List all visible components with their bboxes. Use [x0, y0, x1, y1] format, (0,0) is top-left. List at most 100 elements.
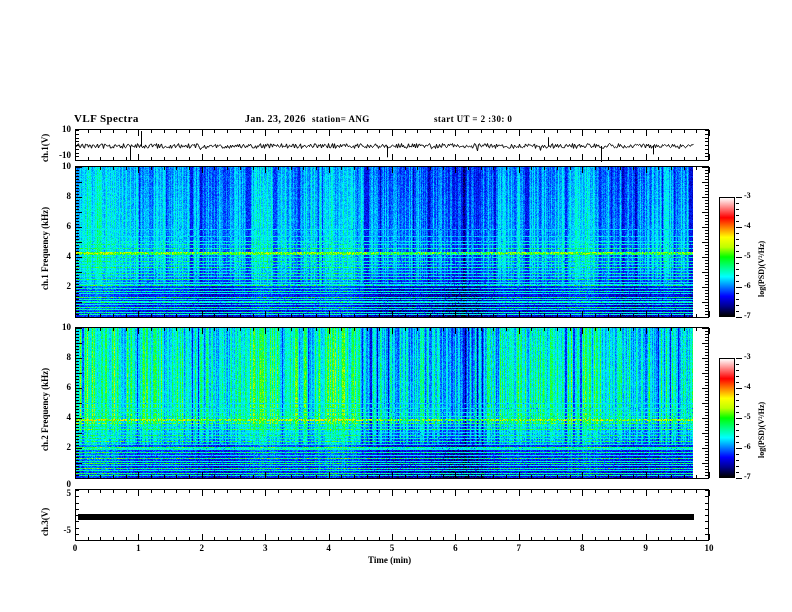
- y-tick: [705, 138, 708, 139]
- y-tick: [702, 197, 708, 198]
- x-tick: [570, 130, 571, 133]
- page-title: VLF Spectra: [74, 113, 139, 125]
- ch2-spectrogram-image: [76, 328, 693, 478]
- y-tick: [76, 509, 79, 510]
- y-tick: [76, 212, 82, 213]
- x-tick: [354, 537, 355, 540]
- y-tick: [705, 179, 708, 180]
- y-tick: [76, 466, 79, 467]
- x-tick: [291, 157, 292, 160]
- x-tick: [379, 167, 380, 170]
- y-tick: [76, 478, 82, 479]
- x-tick: [100, 475, 101, 478]
- y-tick: [76, 245, 79, 246]
- x-tick: [582, 490, 583, 496]
- x-tick: [443, 314, 444, 317]
- x-tick: [303, 157, 304, 160]
- x-tick: [658, 167, 659, 170]
- x-tick: [696, 167, 697, 170]
- y-tick: [76, 439, 79, 440]
- colorbar-tick-label: -5: [744, 412, 751, 421]
- x-tick: [138, 534, 139, 540]
- x-tick: [214, 157, 215, 160]
- y-tick: [76, 230, 79, 231]
- y-tick: [705, 509, 708, 510]
- y-tick: [705, 361, 708, 362]
- x-tick: [88, 490, 89, 493]
- x-tick: [582, 328, 583, 334]
- x-tick: [278, 490, 279, 493]
- x-tick: [189, 537, 190, 540]
- frequency-tick-label: 4: [66, 251, 72, 261]
- y-tick: [705, 346, 708, 347]
- x-tick: [329, 154, 330, 160]
- y-tick: [702, 167, 708, 168]
- date-label: Jan. 23, 2026: [245, 114, 306, 125]
- panel-ch1-spectrogram: [75, 166, 709, 318]
- x-tick: [493, 328, 494, 331]
- y-tick: [705, 331, 708, 332]
- x-tick: [709, 472, 710, 478]
- x-tick: [367, 490, 368, 493]
- x-tick: [582, 130, 583, 136]
- x-tick: [646, 534, 647, 540]
- x-tick: [633, 475, 634, 478]
- y-tick: [76, 448, 82, 449]
- colorbar-tick: [736, 418, 742, 419]
- y-tick: [76, 403, 82, 404]
- x-tick: [253, 475, 254, 478]
- colorbar-tick: [736, 358, 742, 359]
- colorbar-tick: [736, 412, 739, 413]
- x-tick: [126, 490, 127, 493]
- colorbar-tick: [736, 394, 739, 395]
- x-tick: [633, 537, 634, 540]
- x-tick: [417, 167, 418, 170]
- ch1-waveform-trace: [76, 130, 710, 162]
- y-tick: [705, 156, 708, 157]
- colorbar-tick: [736, 275, 739, 276]
- y-tick: [705, 521, 708, 522]
- x-tick: [113, 537, 114, 540]
- x-tick: [138, 130, 139, 136]
- x-tick: [202, 311, 203, 317]
- y-tick: [76, 427, 79, 428]
- x-tick: [595, 537, 596, 540]
- y-tick: [76, 463, 82, 464]
- x-tick: [291, 537, 292, 540]
- colorbar-tick: [736, 209, 739, 210]
- x-tick: [570, 157, 571, 160]
- x-tick: [684, 167, 685, 170]
- ch3-tick-0: 0: [66, 479, 72, 489]
- y-tick: [76, 451, 79, 452]
- x-tick-label: 4: [326, 543, 331, 553]
- x-tick: [329, 534, 330, 540]
- x-tick: [544, 475, 545, 478]
- y-tick: [76, 472, 79, 473]
- x-tick: [620, 314, 621, 317]
- x-tick: [658, 328, 659, 331]
- x-tick: [430, 328, 431, 331]
- x-tick: [646, 472, 647, 478]
- x-tick: [608, 314, 609, 317]
- y-tick: [705, 239, 708, 240]
- x-tick: [341, 490, 342, 493]
- x-tick: [253, 328, 254, 331]
- x-tick: [481, 167, 482, 170]
- colorbar-tick: [736, 257, 742, 258]
- x-tick: [341, 314, 342, 317]
- y-tick: [705, 439, 708, 440]
- colorbar-tick: [736, 442, 739, 443]
- x-tick: [684, 314, 685, 317]
- x-tick: [379, 130, 380, 133]
- x-tick: [392, 154, 393, 160]
- colorbar-tick: [736, 215, 739, 216]
- y-tick: [705, 397, 708, 398]
- colorbar-tick: [736, 245, 739, 246]
- x-tick: [392, 472, 393, 478]
- x-tick: [633, 314, 634, 317]
- y-tick: [76, 534, 79, 535]
- x-tick: [265, 534, 266, 540]
- y-tick: [705, 299, 708, 300]
- x-tick: [138, 472, 139, 478]
- x-tick: [176, 130, 177, 133]
